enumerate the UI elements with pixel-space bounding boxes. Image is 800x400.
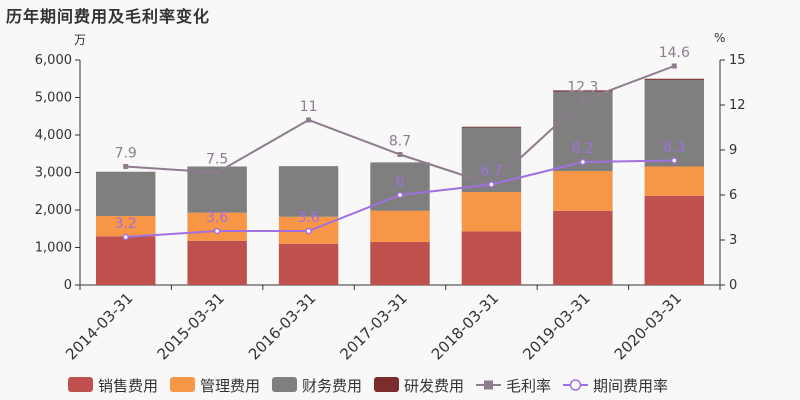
left-tick-label: 0 [64,278,72,293]
right-tick-label: 3 [729,233,737,248]
bar-segment [96,236,156,285]
x-tick-label: 2014-03-31 [62,289,136,363]
legend-marker [569,379,582,391]
x-tick-label: 2018-03-31 [428,289,502,363]
x-tick-label: 2019-03-31 [519,289,593,363]
data-label: 14.6 [659,45,690,61]
bar-segment [644,79,704,167]
data-label: 6.7 [480,164,502,180]
data-label: 7.5 [206,152,228,168]
left-tick-label: 2,000 [35,203,72,218]
line-point [396,191,404,199]
legend-label: 期间费用率 [593,377,668,395]
x-tick-label: 2020-03-31 [611,289,685,363]
data-label: 8.3 [663,140,685,156]
bar-segment [461,231,522,285]
x-tick-label: 2016-03-31 [245,289,319,363]
left-tick-label: 1,000 [35,241,72,256]
bar-segment [370,241,430,285]
legend-label: 销售费用 [98,377,158,395]
bar-segment [96,171,156,216]
line-point [397,152,403,157]
data-label: 3.2 [115,216,137,232]
data-label: 3.6 [206,210,228,226]
right-tick-label: 6 [729,188,737,203]
legend-swatch [170,377,195,392]
line-point [488,181,495,188]
right-tick-label: 9 [729,143,737,158]
bar-segment [278,243,339,285]
left-axis-unit: 万 [74,33,87,47]
data-label: 8.7 [389,134,411,150]
legend-label: 财务费用 [302,377,362,395]
bar-segment [461,127,522,192]
line-point [214,170,220,175]
data-label: 6 [396,174,405,190]
line-point [579,158,587,166]
left-tick-label: 4,000 [35,128,72,143]
line-point [580,98,586,103]
bar-segment [644,78,704,80]
line-point [122,233,129,241]
legend-marker [484,380,493,390]
left-tick-label: 5,000 [35,91,72,106]
bar-segment [553,91,613,171]
left-tick-label: 6,000 [35,53,72,68]
line-point [213,227,221,235]
line-point [671,63,677,69]
bar-segment [461,192,522,232]
legend-label: 研发费用 [404,377,464,395]
bar-segment [278,166,339,217]
x-tick-label: 2017-03-31 [336,289,410,363]
line-point [305,227,312,235]
line-point [671,157,678,164]
data-label: 8.2 [572,141,594,157]
bar-segment [370,210,430,242]
bar-segment [461,126,522,128]
line-point [123,164,129,169]
right-tick-label: 0 [729,278,737,293]
right-tick-label: 15 [729,53,746,68]
bar-segment [553,90,613,92]
left-tick-label: 3,000 [35,166,72,181]
x-tick-label: 2015-03-31 [154,289,228,363]
bar-segment [553,171,613,211]
data-label: 3.6 [297,210,319,226]
bar-segment [553,210,613,285]
bar-segment [187,240,247,285]
bar-segment [644,195,704,285]
legend-label: 毛利率 [506,377,551,395]
right-tick-label: 12 [729,98,746,113]
data-label: 12.3 [567,80,598,96]
bar-segment [644,166,704,196]
bar-segment [187,212,247,241]
bar-segment [96,216,156,237]
legend-label: 管理费用 [200,377,260,395]
legend-swatch [374,377,399,392]
legend-swatch [68,377,93,392]
line-point [306,117,312,123]
data-label: 11 [300,99,318,115]
legend-swatch [272,377,297,392]
data-label: 7.9 [115,146,137,162]
right-axis-unit: % [714,31,726,45]
chart-title: 历年期间费用及毛利率变化 [6,7,211,26]
